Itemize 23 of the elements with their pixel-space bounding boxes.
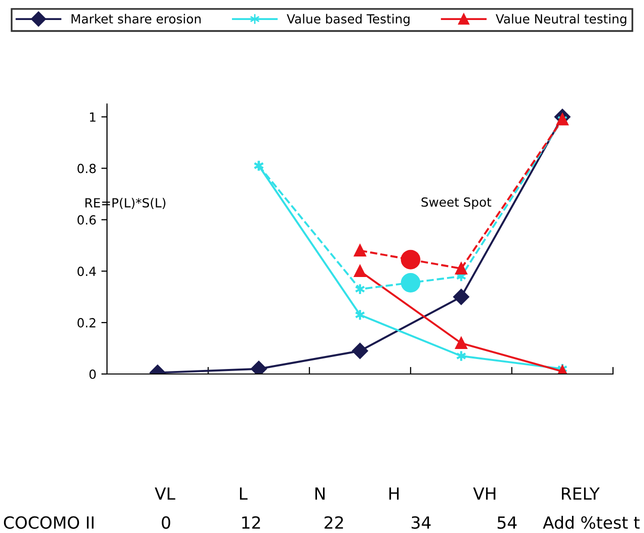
text: VH — [473, 487, 496, 500]
y-tick-label: 0 — [89, 369, 96, 379]
text: 22 — [324, 516, 343, 529]
text: 54 — [498, 516, 517, 529]
text: 34 — [412, 516, 431, 529]
y-tick-label: 0.8 — [78, 164, 96, 174]
text: L — [240, 487, 248, 500]
y-tick-label: 1 — [90, 112, 96, 122]
text: 0 — [162, 516, 170, 529]
text: 12 — [242, 516, 260, 529]
y-tick-label: 0.2 — [78, 318, 96, 328]
text: RELY — [562, 487, 600, 500]
text: VL — [154, 487, 176, 500]
text: Add %test t — [542, 516, 640, 529]
text: COCOMO II — [4, 516, 94, 529]
text: H — [389, 487, 399, 500]
y-tick-label: 0.6 — [78, 215, 96, 225]
annotation: Sweet Spot — [422, 197, 492, 210]
legend-label: Value Neutral testing — [496, 14, 626, 26]
text: N — [315, 487, 325, 500]
legend-label: Market share erosion — [72, 14, 201, 24]
y-tick-label: 0.4 — [78, 266, 96, 276]
legend-label: Value based Testing — [286, 14, 410, 26]
